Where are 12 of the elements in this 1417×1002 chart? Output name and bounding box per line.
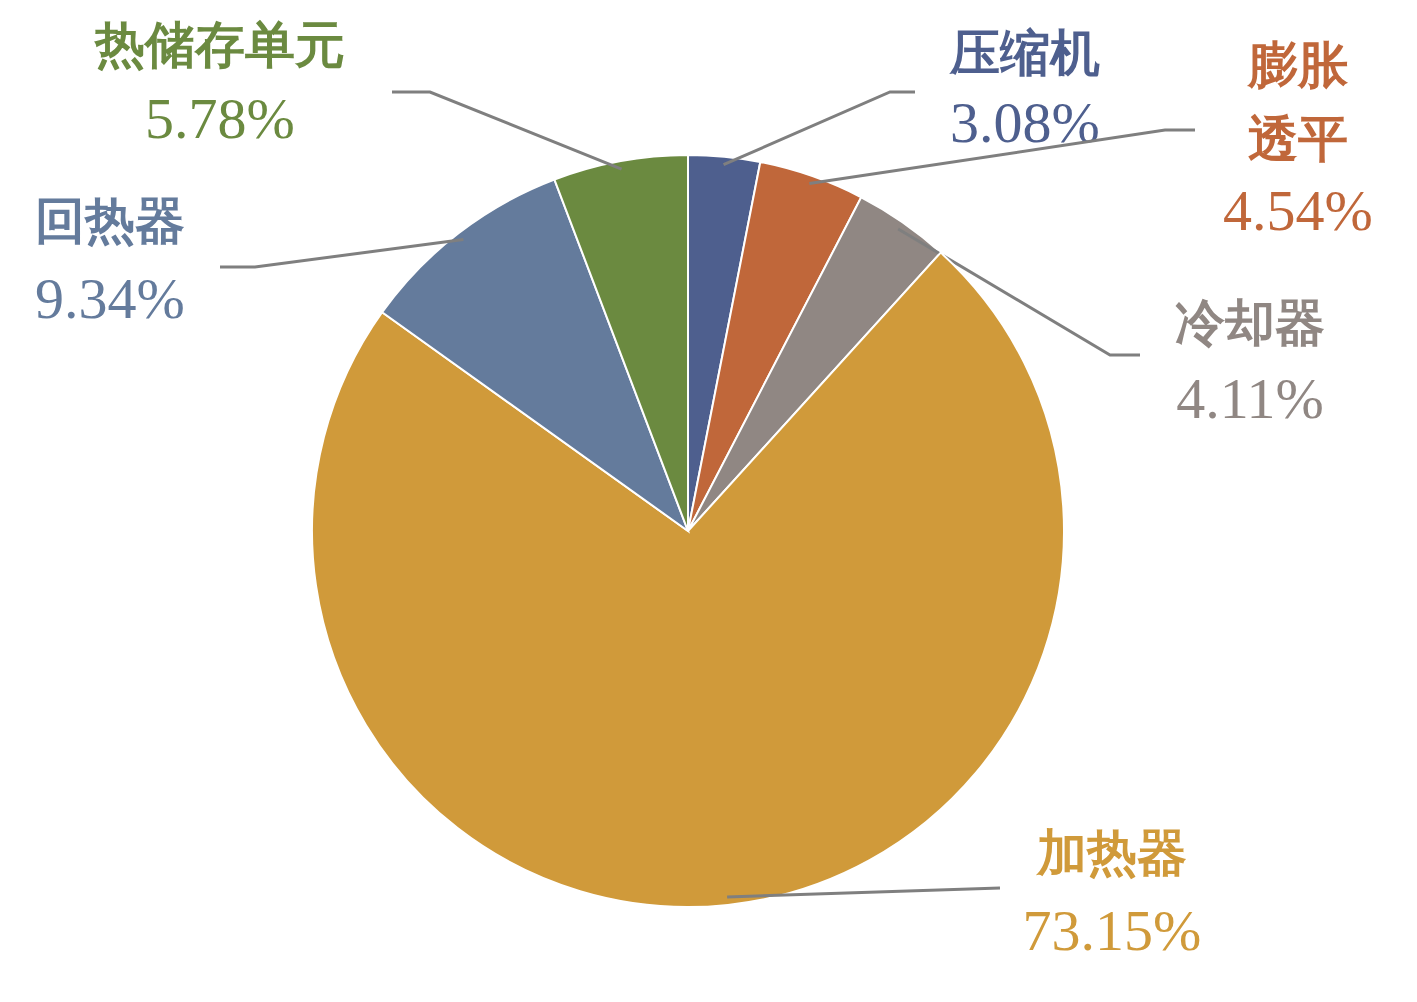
data-label: 4.11% — [1176, 366, 1324, 431]
slice-label: 压缩机 — [949, 24, 1100, 82]
slice-label: 加热器 — [1035, 824, 1187, 882]
slice-label: 膨胀透平 — [1246, 36, 1349, 168]
slice-label: 冷却器 — [1175, 294, 1325, 352]
slice-label: 回热器 — [35, 192, 185, 250]
slice-label: 热储存单元 — [94, 16, 345, 74]
data-label: 4.54% — [1223, 178, 1373, 243]
data-label: 9.34% — [35, 266, 185, 331]
data-label: 73.15% — [1022, 898, 1202, 963]
data-label: 3.08% — [950, 90, 1100, 155]
data-label: 5.78% — [145, 86, 295, 151]
